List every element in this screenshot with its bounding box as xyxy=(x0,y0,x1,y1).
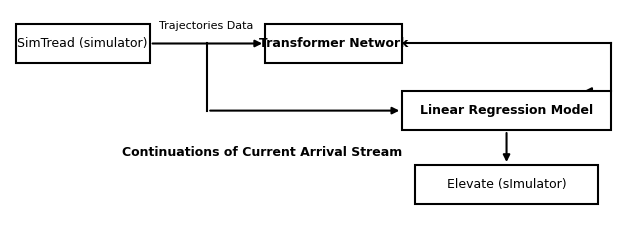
Text: Linear Regression Model: Linear Regression Model xyxy=(420,104,593,117)
Text: Trajectories Data: Trajectories Data xyxy=(158,21,253,31)
FancyBboxPatch shape xyxy=(415,165,598,204)
Text: Elevate (sImulator): Elevate (sImulator) xyxy=(446,178,566,191)
Text: SimTread (simulator): SimTread (simulator) xyxy=(17,37,148,50)
FancyBboxPatch shape xyxy=(402,91,611,130)
FancyBboxPatch shape xyxy=(265,24,402,63)
Text: Continuations of Current Arrival Stream: Continuations of Current Arrival Stream xyxy=(121,146,402,159)
FancyBboxPatch shape xyxy=(16,24,149,63)
Text: Transformer Network: Transformer Network xyxy=(259,37,408,50)
